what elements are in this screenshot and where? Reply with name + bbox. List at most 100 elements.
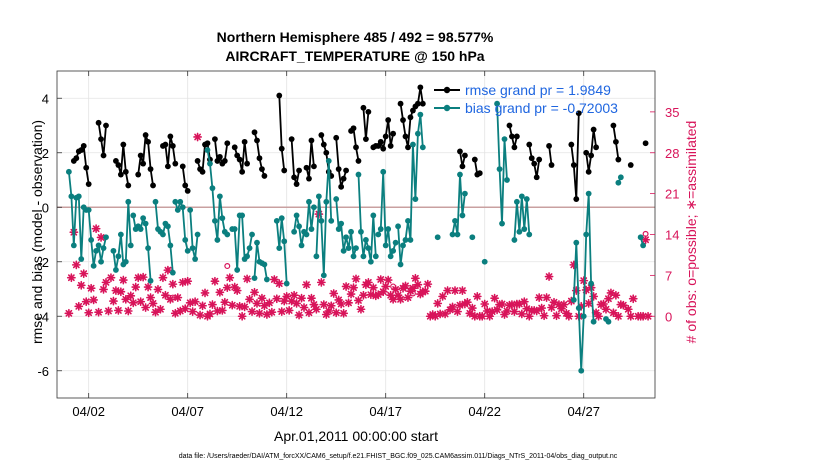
rmse-line [570, 113, 580, 201]
bias-point [320, 272, 327, 279]
obs-assimilated-marker [99, 284, 108, 294]
bias-point [617, 174, 624, 181]
rmse-point [419, 100, 426, 107]
rmse-point [142, 132, 149, 138]
bias-point [278, 215, 285, 222]
bias-point [516, 228, 523, 235]
bias-point [417, 111, 424, 118]
obs-assimilated-marker [84, 308, 94, 318]
bias-line [189, 209, 199, 260]
obs-assimilated-marker [158, 273, 168, 283]
rmse-point [615, 156, 622, 163]
bias-point [578, 367, 585, 374]
bias-point [179, 204, 186, 211]
rmse-point [276, 92, 283, 99]
rmse-point [117, 171, 124, 178]
rmse-point [355, 158, 362, 164]
obs-assimilated-marker [302, 280, 311, 290]
rmse-line [399, 86, 424, 149]
bias-point [273, 217, 280, 224]
bias-point [216, 193, 223, 200]
y-tick-label: -6 [37, 364, 49, 379]
bias-point [306, 198, 312, 205]
obs-assimilated-marker [339, 308, 349, 318]
bias-point [95, 242, 102, 249]
rmse-point [588, 152, 595, 159]
rmse-point [291, 174, 298, 181]
rmse-point [140, 160, 147, 167]
bias-point [605, 318, 612, 325]
obs-assimilated-marker [539, 311, 549, 321]
obs-assimilated-marker [94, 307, 103, 317]
obs-assimilated-marker [252, 299, 262, 308]
bias-point [405, 217, 411, 224]
rmse-point [526, 141, 533, 148]
obs-assimilated-marker [128, 298, 138, 308]
obs-assimilated-marker [123, 306, 133, 316]
rmse-point [397, 100, 404, 107]
bias-point [637, 234, 644, 241]
rmse-point [459, 163, 466, 170]
bias-point [254, 239, 260, 246]
rmse-point [536, 156, 543, 163]
obs-assimilated-marker [225, 273, 235, 283]
obs-assimilated-marker [458, 286, 467, 295]
y-tick-label: 4 [42, 91, 49, 106]
y-tick-label: 2 [42, 146, 49, 161]
obs-assimilated-marker [126, 291, 136, 301]
obs-assimilated-marker [453, 307, 462, 316]
rmse-point [179, 163, 186, 170]
bias-point [462, 190, 468, 197]
plot-area: 04/02 04/07 04/12 04/17 04/22 04/27 -6 -4 -2 0 2 4 0… [37, 70, 679, 419]
bias-point [457, 171, 463, 178]
rmse-point [150, 182, 156, 189]
rmse-point [256, 155, 263, 162]
bias-series [65, 100, 647, 374]
bias-point [353, 245, 359, 252]
bias-point [333, 196, 340, 202]
rmse-point [83, 164, 90, 171]
rmse-point [380, 145, 387, 152]
rmse-point [506, 122, 513, 129]
bias-point [363, 237, 369, 243]
rmse-point [390, 130, 397, 137]
obs-assimilated-marker [601, 304, 611, 314]
bias-point [75, 193, 82, 200]
bias-point [177, 198, 184, 205]
rmse-point [135, 171, 142, 178]
rmse-point [221, 158, 228, 164]
bias-point [231, 226, 238, 232]
obs-assimilated-marker [81, 297, 91, 307]
bias-point [293, 212, 300, 219]
bias-point [187, 207, 194, 213]
bias-point [100, 245, 107, 252]
rmse-point [457, 148, 463, 155]
bias-point [182, 237, 189, 243]
bias-line [357, 174, 377, 263]
bias-point [167, 242, 174, 249]
rmse-point [610, 122, 617, 129]
bias-point [343, 234, 349, 241]
obs-assimilated-marker [519, 297, 529, 307]
obs-assimilated-marker [220, 297, 230, 307]
obs-assimilated-marker [388, 294, 398, 304]
bias-point [580, 313, 587, 320]
obs-assimilated-marker [232, 286, 242, 295]
bias-point [246, 245, 253, 252]
bias-point [263, 276, 270, 283]
obs-assimilated-marker [403, 293, 413, 302]
obs-assimilated-marker [71, 260, 81, 270]
bias-point [325, 158, 332, 164]
bias-point [194, 231, 201, 238]
bias-point [127, 242, 134, 249]
rmse-point [288, 136, 295, 143]
obs-assimilated-marker [165, 294, 175, 304]
bias-point [377, 226, 384, 232]
rmse-point [511, 144, 518, 151]
bias-point [414, 130, 421, 137]
legend-bias-label: bias grand pr = -0.72003 [465, 100, 618, 116]
rmse-line [97, 122, 107, 157]
obs-assimilated-marker [76, 280, 86, 290]
obs-assimilated-marker [136, 297, 146, 307]
bias-point [147, 277, 154, 284]
